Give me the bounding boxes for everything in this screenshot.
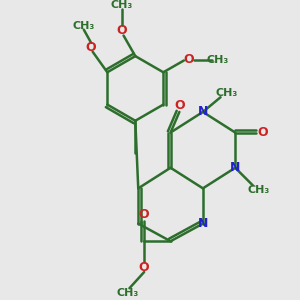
Text: CH₃: CH₃ xyxy=(215,88,238,98)
Text: O: O xyxy=(257,126,268,139)
Text: N: N xyxy=(198,105,208,119)
Text: CH₃: CH₃ xyxy=(111,0,133,10)
Text: CH₃: CH₃ xyxy=(206,55,229,65)
Text: O: O xyxy=(139,261,149,274)
Text: CH₃: CH₃ xyxy=(117,288,139,298)
Text: O: O xyxy=(86,41,97,54)
Text: N: N xyxy=(230,161,240,174)
Text: N: N xyxy=(198,217,208,230)
Text: O: O xyxy=(184,53,194,66)
Text: CH₃: CH₃ xyxy=(248,185,270,195)
Text: CH₃: CH₃ xyxy=(72,21,94,31)
Text: O: O xyxy=(139,208,149,221)
Text: O: O xyxy=(117,24,128,37)
Text: O: O xyxy=(175,99,185,112)
